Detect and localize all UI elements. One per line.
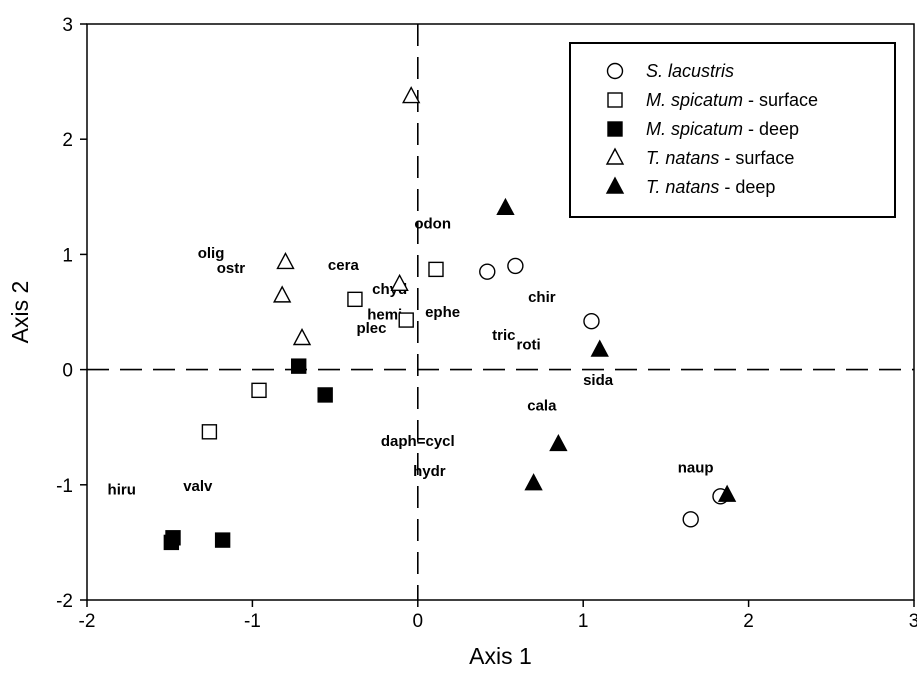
data-point (347, 291, 363, 308)
data-point (390, 273, 409, 292)
taxon-label: sida (583, 372, 614, 389)
taxon-label: odon (414, 215, 451, 232)
taxon-label: hemi (367, 306, 402, 323)
data-point (214, 532, 231, 548)
data-point (549, 433, 568, 452)
taxon-label: tric (492, 327, 515, 344)
data-point (398, 312, 414, 328)
y-tick-label: 3 (62, 15, 73, 36)
series-3 (273, 86, 421, 346)
taxon-label: cala (527, 397, 557, 414)
data-point (251, 382, 267, 399)
legend-entry: M. spicatum - surface (646, 90, 818, 110)
data-point (163, 534, 180, 551)
legend-box (569, 42, 896, 218)
legend: S. lacustris M. spicatum - surface M. spic… (569, 42, 896, 218)
x-tick-label: 3 (909, 611, 917, 632)
y-tick-label: 1 (62, 245, 73, 266)
taxon-label: naup (678, 460, 714, 477)
y-axis-title: Axis 2 (7, 281, 33, 344)
x-tick-label: -2 (79, 611, 96, 632)
data-point (291, 358, 307, 374)
taxon-label: valv (183, 478, 213, 495)
taxon-label: hiru (108, 481, 136, 498)
legend-marker (606, 62, 624, 80)
data-point (402, 86, 421, 104)
data-point (682, 511, 699, 528)
taxon-label: olig (198, 245, 225, 262)
legend-entry: T. natans - surface (646, 148, 794, 168)
x-tick-label: -1 (244, 611, 261, 632)
data-point (273, 285, 292, 303)
data-point (507, 257, 524, 275)
y-tick-label: 0 (62, 361, 73, 382)
data-point (590, 339, 609, 357)
data-point (428, 261, 444, 278)
axis-ticks: -2 -1 0 1 2 3 -2 -1 0 1 2 3 (56, 15, 917, 632)
data-point (292, 328, 312, 346)
taxon-label: hydr (413, 463, 446, 480)
y-tick-label: -1 (56, 476, 73, 497)
y-tick-label: -2 (56, 591, 73, 612)
series-2 (163, 358, 333, 551)
legend-marker (607, 92, 623, 108)
legend-entry: M. spicatum - deep (646, 119, 799, 139)
data-point (524, 473, 543, 491)
taxon-label: plec (356, 320, 386, 337)
legend-entry: T. natans - deep (646, 177, 775, 197)
data-point (583, 313, 600, 330)
data-point (496, 197, 515, 216)
taxon-label: chir (528, 289, 556, 306)
taxon-label: ostr (217, 260, 246, 277)
reference-lines (87, 24, 914, 600)
series-1 (201, 261, 444, 440)
taxon-label: cera (328, 257, 360, 274)
legend-marker (607, 121, 623, 137)
data-point (317, 387, 333, 403)
y-tick-label: 2 (62, 130, 73, 151)
taxon-label: roti (517, 336, 541, 353)
x-tick-label: 2 (743, 611, 754, 632)
x-tick-label: 1 (578, 611, 589, 632)
data-point (276, 251, 295, 270)
legend-marker (605, 176, 625, 194)
x-tick-label: 0 (413, 611, 424, 632)
taxon-label: daph=cycl (381, 433, 455, 450)
data-point (201, 424, 218, 440)
data-points (163, 86, 737, 551)
data-point (479, 263, 496, 280)
legend-entry: S. lacustris (646, 61, 734, 81)
x-axis-title: Axis 1 (469, 643, 532, 669)
series-4 (496, 197, 737, 502)
data-point (717, 484, 737, 502)
taxon-label: ephe (425, 304, 460, 321)
legend-marker (605, 147, 625, 165)
